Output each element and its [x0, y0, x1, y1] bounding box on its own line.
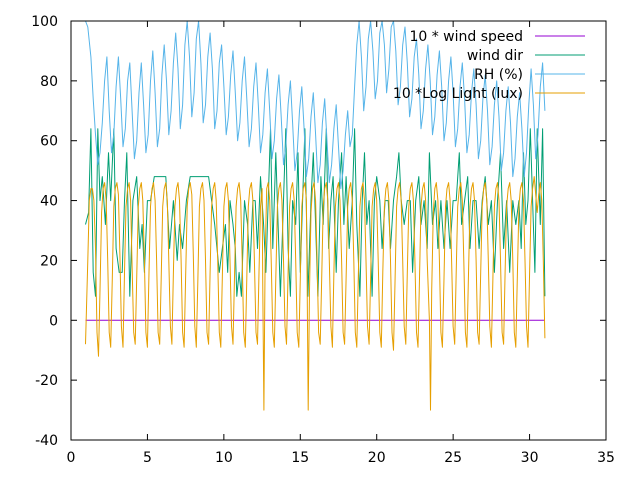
x-tick-label: 20 — [368, 450, 386, 466]
x-tick-label: 35 — [597, 450, 615, 466]
x-tick-label: 25 — [444, 450, 462, 466]
y-tick-label: -40 — [35, 433, 58, 449]
x-tick-label: 15 — [291, 450, 309, 466]
axis-ticks: 0 5 10 15 20 25 30 35 -40 -20 0 20 40 60 80 100 — [31, 14, 615, 466]
y-tick-label: 60 — [40, 134, 58, 150]
series-layer — [85, 20, 546, 411]
series-line-4 — [85, 176, 546, 411]
x-tick-label: 30 — [521, 450, 539, 466]
x-tick-label: 10 — [215, 450, 233, 466]
plot-frame — [70, 20, 607, 441]
legend: 10 * wind speed wind dir RH (%) 10 *Log Lig… — [393, 29, 585, 102]
y-tick-label: -20 — [35, 373, 58, 389]
x-tick-label: 0 — [67, 450, 76, 466]
y-tick-label: 80 — [40, 74, 58, 90]
y-tick-label: 40 — [40, 194, 58, 210]
series-line-3 — [85, 20, 546, 190]
legend-label-1: 10 * wind speed — [409, 29, 523, 45]
y-tick-label: 0 — [49, 313, 58, 329]
y-tick-label: 100 — [31, 14, 58, 30]
legend-label-3: RH (%) — [474, 67, 523, 83]
x-tick-label: 5 — [143, 450, 152, 466]
y-tick-label: 20 — [40, 253, 58, 269]
legend-label-2: wind dir — [467, 48, 523, 64]
legend-label-4: 10 *Log Light (lux) — [393, 86, 523, 102]
series-line-2 — [85, 128, 546, 297]
